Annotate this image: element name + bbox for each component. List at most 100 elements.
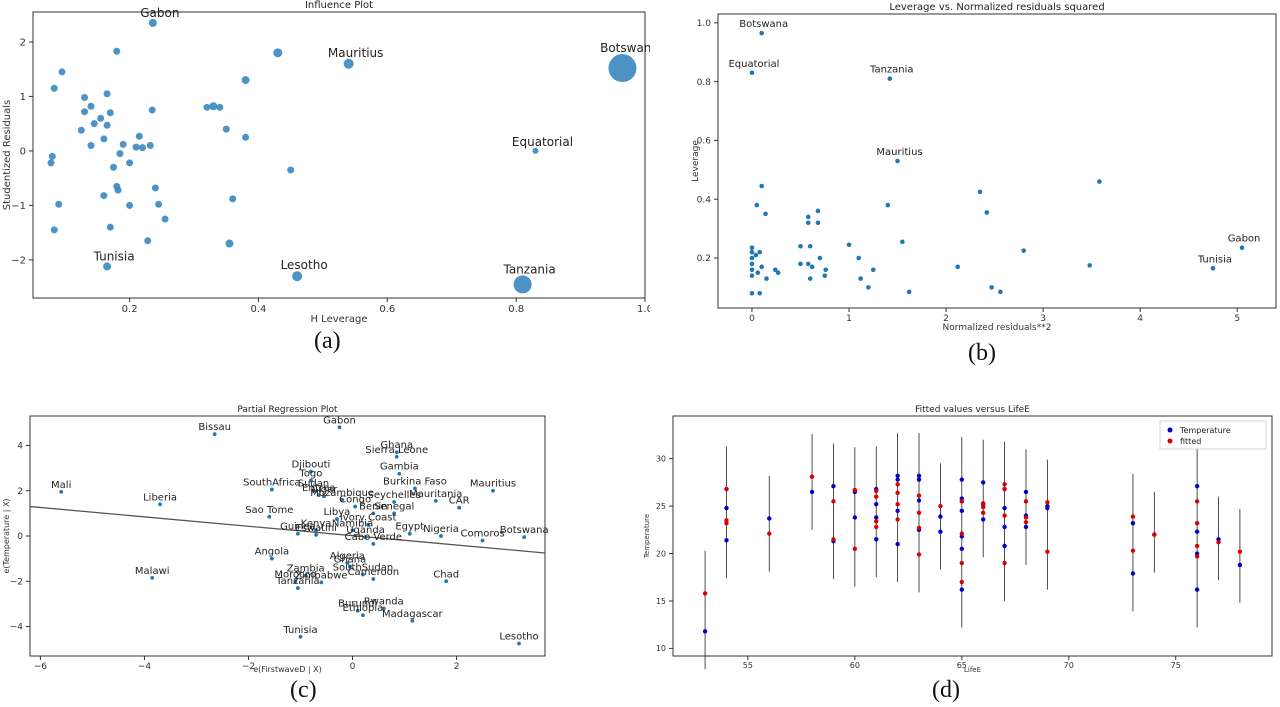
data-point [293,579,298,584]
data-point [55,200,63,208]
temperature-point [1130,520,1136,526]
x-tick-label: 2 [943,314,949,324]
x-tick-label: 0 [350,662,356,672]
fitted-point [1023,520,1029,525]
fitted-point [724,518,729,523]
temperature-point [916,477,922,482]
chart-title: Partial Regression Plot [237,405,338,415]
data-point [155,200,163,208]
data-point [319,580,324,585]
data-point [97,114,105,122]
point-label: Nigeria [423,524,459,535]
point-label: Libya [324,507,351,518]
temperature-point [724,538,729,543]
data-point [371,511,376,516]
point-label: SouthAfrica [243,478,301,489]
fitted-point [916,493,922,498]
point-label: Ghana [380,440,413,451]
point-label: Cabo Verde [345,532,402,543]
temperature-point [895,541,900,547]
temperature-point [959,477,965,482]
point-label: Gambia [380,462,419,473]
point-label: Botswana [600,41,650,55]
data-point [433,499,438,503]
point-label: Tunisia [93,249,135,263]
data-point [413,486,417,491]
data-point [749,245,755,251]
data-point [203,103,211,111]
x-tick-label: 65 [957,661,967,670]
point-label: Algeria [330,551,365,562]
data-point [296,586,300,590]
fitted-point [1194,499,1200,504]
temperature-point [895,477,900,482]
point-label: SouthSudan [333,562,394,573]
data-point [222,125,230,133]
point-label: Mali [51,480,71,491]
caption-d: (d) [932,677,960,703]
x-tick-label: −4 [138,662,152,672]
y-tick-label: 2 [17,487,23,497]
temperature-point [874,515,879,520]
data-point [87,141,95,149]
plot-frame [672,415,1273,657]
data-point [148,106,156,114]
y-tick-label: 25 [656,502,666,511]
data-point [114,186,122,194]
point-label: Botswana [739,19,788,30]
influence-plot: 0.2 0.4 0.6 0.8 1.0 −2 −1 0 1 2 Influence Plot H Le… [2,0,650,325]
data-point [132,143,140,151]
point-label: Gabon [1228,234,1261,245]
x-tick-label: 70 [1064,661,1074,670]
fitted-point [1194,520,1200,526]
y-tick-label: 0.2 [697,254,711,264]
y-tick-label: 0 [20,146,26,157]
data-point [846,242,852,248]
point-label: Senegal [374,501,414,512]
data-point [287,166,295,174]
data-point [296,531,300,536]
fitted-point [831,499,836,504]
data-point [759,264,764,270]
data-point [309,478,313,483]
data-point [749,261,755,267]
y-tick-label: 30 [656,454,666,463]
point-label: Lesotho [499,632,538,643]
plot-frame [717,13,1277,309]
point-label: Sierra Leone [365,445,428,456]
fitted-point [959,560,965,566]
y-tick-label: 1.0 [697,19,712,29]
fitted-point [916,552,922,557]
point-label: Mauritius [328,46,383,60]
chart-title: Influence Plot [305,0,373,11]
data-point [457,505,462,510]
data-point [772,267,778,273]
temperature-point [959,546,965,552]
temperature-point [916,473,922,478]
temperature-point [874,537,879,542]
point-label: Egypt [395,522,424,533]
fitted-point [959,531,965,536]
point-label: Burundi [338,599,377,610]
data-point [895,158,900,164]
data-point [749,291,755,296]
data-point [212,432,217,437]
point-label: Botswana [500,525,549,536]
x-tick-label: 5 [1234,314,1240,324]
data-point [807,276,813,281]
data-point [119,140,127,148]
y-axis-label: Temperature [643,514,651,559]
data-point [480,538,485,543]
y-tick-label: 0 [17,532,23,542]
data-point [103,90,111,98]
temperature-point [852,515,858,520]
data-point [397,471,402,476]
temperature-point [1194,587,1200,592]
data-point [103,121,111,129]
data-point [161,215,169,223]
data-point [522,535,527,540]
data-point [371,542,376,546]
fitted-point [916,525,922,531]
legend-marker [1167,427,1173,433]
data-point [805,220,811,226]
